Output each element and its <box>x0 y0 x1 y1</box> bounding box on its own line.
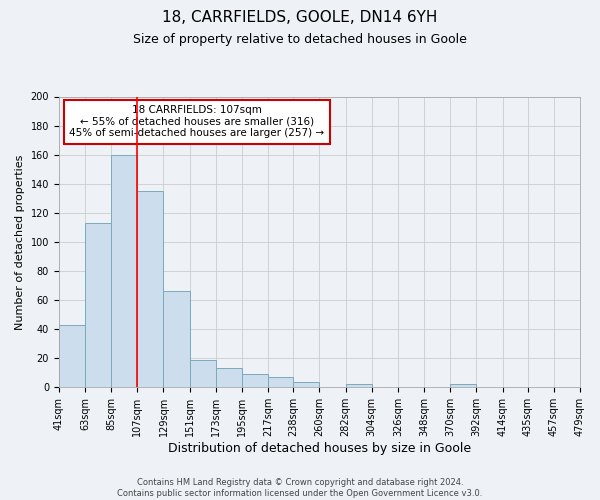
Bar <box>190 360 216 388</box>
Bar <box>450 384 476 388</box>
Bar <box>85 223 111 388</box>
Bar <box>242 374 268 388</box>
Bar <box>163 292 190 388</box>
Bar <box>137 191 163 388</box>
X-axis label: Distribution of detached houses by size in Goole: Distribution of detached houses by size … <box>168 442 471 455</box>
Bar <box>216 368 242 388</box>
Text: Size of property relative to detached houses in Goole: Size of property relative to detached ho… <box>133 32 467 46</box>
Bar <box>346 384 372 388</box>
Text: Contains HM Land Registry data © Crown copyright and database right 2024.
Contai: Contains HM Land Registry data © Crown c… <box>118 478 482 498</box>
Text: 18 CARRFIELDS: 107sqm
← 55% of detached houses are smaller (316)
45% of semi-det: 18 CARRFIELDS: 107sqm ← 55% of detached … <box>70 105 325 138</box>
Bar <box>111 154 137 388</box>
Y-axis label: Number of detached properties: Number of detached properties <box>15 154 25 330</box>
Bar <box>59 325 85 388</box>
Text: 18, CARRFIELDS, GOOLE, DN14 6YH: 18, CARRFIELDS, GOOLE, DN14 6YH <box>163 10 437 25</box>
Bar <box>268 377 293 388</box>
Bar <box>293 382 319 388</box>
